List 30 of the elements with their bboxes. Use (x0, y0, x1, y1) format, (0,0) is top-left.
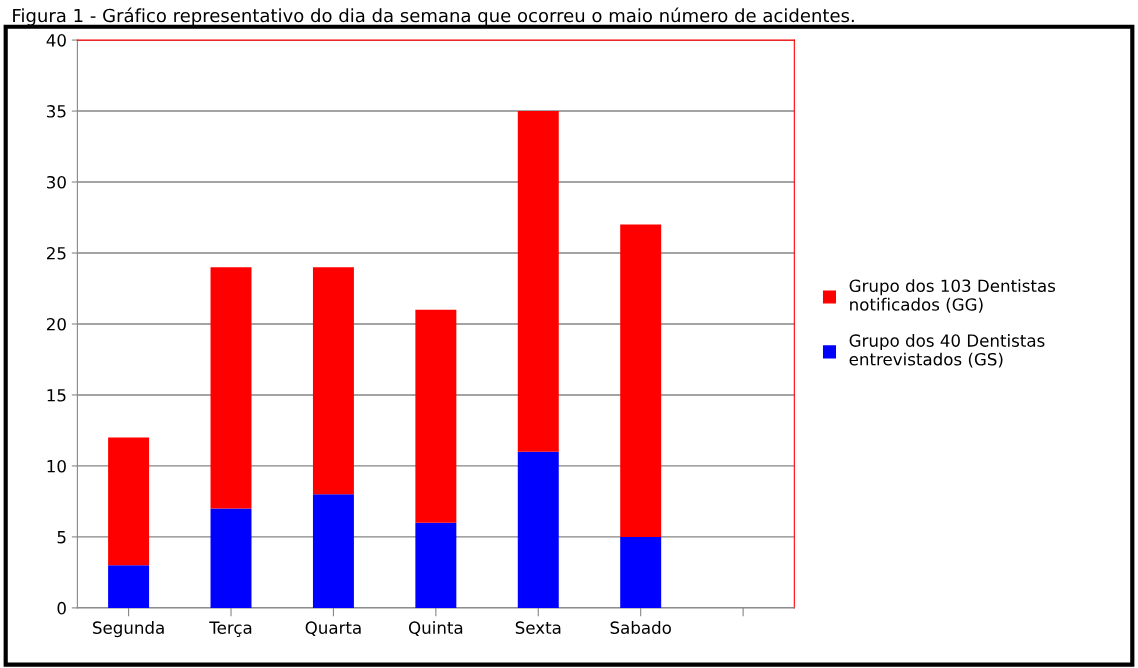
y-tick-label: 0 (57, 601, 66, 615)
x-tick-label: Quinta (408, 621, 463, 636)
x-tick-label: Sexta (515, 621, 561, 634)
x-tick-label: Sabado (610, 621, 671, 634)
y-tick-label: 10 (47, 459, 66, 473)
bar (517, 111, 559, 452)
legend-label: Grupo dos 40 Dentistas entrevistados (GS) (849, 333, 1045, 368)
x-tick-label: Quarta (305, 621, 361, 636)
y-tick-label: 40 (46, 34, 66, 47)
bar (210, 508, 252, 608)
bar (415, 522, 457, 608)
bar (312, 267, 354, 495)
bar (312, 494, 354, 608)
y-tick-label: 35 (47, 105, 66, 118)
legend-label: Grupo dos 103 Dentistas notificados (GG) (849, 279, 1056, 313)
y-tick-label: 30 (47, 175, 66, 189)
chart-title: Figura 1 - Gráfico representativo do dia da semana que ocorreu o maio número de acidentes. (13, 7, 854, 26)
y-tick-label: 15 (47, 389, 66, 402)
y-tick-label: 20 (46, 317, 66, 331)
bar (210, 267, 252, 509)
bar (415, 309, 457, 523)
bar (620, 536, 662, 608)
y-tick-label: 5 (57, 531, 66, 544)
bar (108, 437, 150, 566)
bar (620, 224, 662, 537)
bar (517, 451, 559, 608)
y-tick-label: 25 (46, 246, 66, 260)
x-tick-label: Segunda (93, 621, 164, 638)
bar (108, 565, 150, 608)
x-tick-label: Terça (209, 621, 252, 637)
